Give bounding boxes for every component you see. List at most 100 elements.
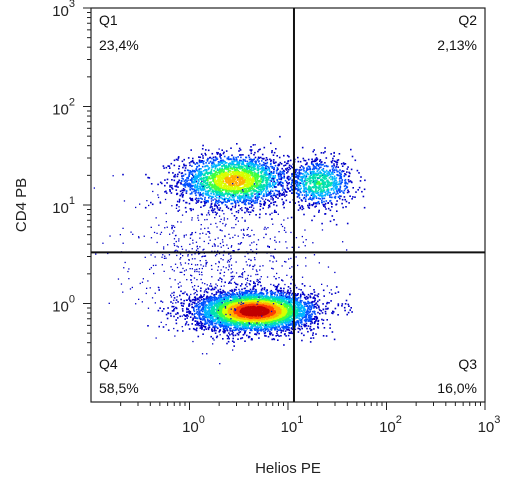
event-dot [231, 333, 233, 335]
event-dot [189, 312, 192, 314]
event-dot [357, 189, 359, 191]
event-dot [246, 196, 249, 198]
event-dot [261, 167, 263, 170]
event-dot [323, 197, 326, 200]
event-dot [264, 202, 267, 204]
event-dot [312, 203, 315, 206]
event-dot [251, 167, 253, 170]
event-dot [261, 181, 263, 184]
event-dot [319, 309, 321, 311]
event-dot [330, 300, 332, 302]
event-dot [204, 185, 206, 187]
event-dot [297, 193, 299, 195]
event-dot [221, 197, 223, 200]
event-dot [330, 193, 332, 196]
event-dot [252, 188, 254, 190]
event-dot [335, 161, 337, 163]
event-dot [268, 205, 271, 208]
event-dot [219, 170, 222, 173]
event-dot [258, 337, 260, 339]
event-dot [265, 162, 268, 165]
event-dot [289, 159, 292, 162]
event-dot [259, 208, 261, 211]
event-dot [351, 198, 353, 200]
event-dot [278, 176, 280, 178]
event-dot [189, 164, 191, 167]
event-dot [192, 298, 195, 301]
event-dot [228, 173, 230, 176]
event-dot [256, 184, 258, 186]
event-dot [218, 204, 220, 206]
event-dot [231, 154, 233, 157]
event-dot [205, 162, 207, 164]
event-dot [269, 290, 272, 293]
event-dot [236, 182, 239, 184]
event-dot [241, 175, 244, 178]
event-dot [181, 189, 183, 192]
event-dot [266, 195, 268, 197]
event-dot [182, 178, 184, 180]
event-dot [269, 213, 271, 216]
event-dot [257, 198, 259, 200]
event-dot [315, 202, 318, 204]
event-dot [319, 176, 321, 178]
event-dot [247, 327, 249, 329]
event-dot [345, 206, 347, 208]
event-dot [311, 199, 313, 201]
event-dot [280, 293, 282, 295]
event-dot [198, 297, 201, 299]
event-dot [188, 182, 190, 185]
event-dot [332, 312, 334, 315]
event-dot [201, 327, 203, 329]
event-dot [189, 188, 191, 190]
event-dot [233, 288, 236, 291]
event-dot [302, 175, 304, 178]
event-dot [269, 174, 271, 177]
event-dot [220, 173, 223, 175]
event-dot [301, 283, 304, 285]
event-dot [276, 294, 279, 297]
event-dot [204, 169, 206, 171]
event-dot [208, 162, 210, 164]
event-dot [306, 167, 308, 169]
event-dot [288, 332, 290, 334]
event-dot [287, 162, 289, 165]
event-dot [211, 195, 214, 198]
event-dot [206, 192, 209, 194]
event-dot [313, 215, 316, 217]
event-dot [207, 165, 209, 168]
event-dot [286, 154, 289, 157]
event-dot [205, 288, 207, 291]
event-dot [169, 189, 171, 191]
event-dot [333, 183, 335, 185]
event-dot [193, 185, 196, 187]
event-dot [330, 160, 333, 163]
event-dot [337, 183, 339, 186]
event-dot [239, 168, 241, 170]
event-dot [301, 176, 304, 179]
event-dot [321, 197, 324, 200]
event-dot [330, 196, 332, 199]
event-dot [360, 176, 362, 178]
event-dot [233, 341, 235, 343]
event-dot [221, 194, 223, 196]
event-dot [309, 341, 312, 343]
event-dot [266, 193, 269, 196]
event-dot [236, 171, 238, 174]
event-dot [277, 197, 279, 199]
event-dot [276, 287, 278, 289]
event-dot [316, 158, 319, 160]
event-dot [279, 135, 281, 138]
event-dot [269, 179, 271, 182]
event-dot [242, 200, 245, 202]
event-dot [285, 169, 288, 171]
event-dot [274, 285, 276, 288]
event-dot [195, 194, 197, 197]
event-dot [336, 161, 338, 164]
event-dot [207, 327, 210, 329]
event-dot [192, 327, 195, 330]
event-dot [191, 303, 193, 306]
event-dot [169, 312, 172, 315]
event-dot [223, 186, 225, 189]
event-dot [241, 201, 243, 204]
